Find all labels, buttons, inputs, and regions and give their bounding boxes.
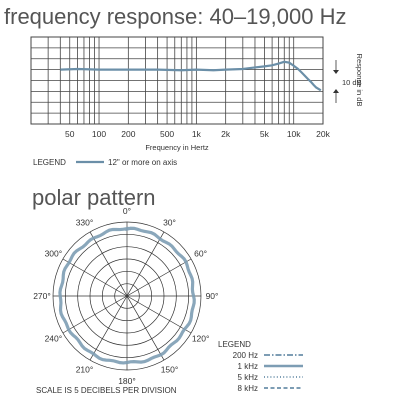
fr-x-tick-label: 500 <box>160 129 174 139</box>
fr-scale-marker: 10 dB <box>333 60 362 103</box>
polar-legend-label: 8 kHz <box>238 384 258 393</box>
polar-legend-title: LEGEND <box>218 340 251 349</box>
polar-angle-label: 60° <box>194 249 207 259</box>
fr-x-tick-label: 2k <box>221 129 231 139</box>
polar-angle-label: 270° <box>33 291 51 301</box>
polar-spoke <box>126 258 192 297</box>
polar-angle-label: 150° <box>161 365 179 375</box>
fr-x-tick-label: 200 <box>121 129 135 139</box>
fr-series-line <box>60 60 322 92</box>
scale-marker-lower-arrowhead <box>333 89 339 93</box>
polar-spoke <box>89 231 128 297</box>
fr-x-tick-label: 5k <box>260 129 270 139</box>
fr-x-tick-label: 100 <box>92 129 106 139</box>
polar-scale-note: SCALE IS 5 DECIBELS PER DIVISION <box>36 386 177 395</box>
polar-angle-label: 0° <box>123 206 131 216</box>
polar-angle-label: 120° <box>192 334 210 344</box>
polar-angle-label: 210° <box>76 365 94 375</box>
fr-x-tick-label: 10k <box>287 129 301 139</box>
polar-title: polar pattern <box>32 185 156 210</box>
scale-marker-label: 10 dB <box>342 78 362 87</box>
fr-y-axis-label: Response in dB <box>355 54 364 107</box>
fr-x-tick-label: 20k <box>316 129 330 139</box>
polar-pattern-chart: 0° 30° 60° 90° 120° 150° 180° 210° 240° 270° 300° 3… <box>33 206 218 386</box>
polar-angle-labels: 0° 30° 60° 90° 120° 150° 180° 210° 240° 270° 300° 3… <box>33 206 218 386</box>
polar-spokes <box>53 222 201 370</box>
fr-legend-label: 12" or more on axis <box>108 158 177 167</box>
polar-angle-label: 180° <box>118 376 136 386</box>
fr-legend: LEGEND 12" or more on axis <box>33 158 177 167</box>
fr-x-axis-label: Frequency in Hertz <box>145 143 209 152</box>
polar-legend-label: 1 kHz <box>238 362 258 371</box>
polar-spoke <box>126 295 192 334</box>
fr-grid <box>31 37 323 124</box>
fr-x-tick-label: 50 <box>65 129 75 139</box>
polar-legend: LEGEND 200 Hz 1 kHz 5 kHz 8 kHz <box>218 340 303 393</box>
polar-angle-label: 90° <box>206 291 219 301</box>
polar-legend-label: 200 Hz <box>233 351 258 360</box>
polar-spoke <box>126 295 165 361</box>
polar-spoke <box>89 295 128 361</box>
polar-angle-label: 30° <box>163 217 176 227</box>
fr-x-tick-labels: 50 100 200 500 1k 2k 5k 10k 20k <box>65 129 331 139</box>
polar-spoke <box>62 295 128 334</box>
polar-legend-label: 5 kHz <box>238 373 258 382</box>
polar-spoke <box>126 231 165 297</box>
scale-marker-upper-arrowhead <box>333 70 339 74</box>
polar-angle-label: 240° <box>45 334 63 344</box>
fr-title: frequency response: 40–19,000 Hz <box>4 4 346 29</box>
polar-spoke <box>62 258 128 297</box>
fr-x-tick-label: 1k <box>192 129 202 139</box>
polar-angle-label: 300° <box>45 249 63 259</box>
polar-angle-label: 330° <box>76 217 94 227</box>
frequency-response-chart: 50 100 200 500 1k 2k 5k 10k 20k <box>30 36 331 139</box>
polar-pattern-line <box>58 226 196 365</box>
fr-legend-title: LEGEND <box>33 158 66 167</box>
